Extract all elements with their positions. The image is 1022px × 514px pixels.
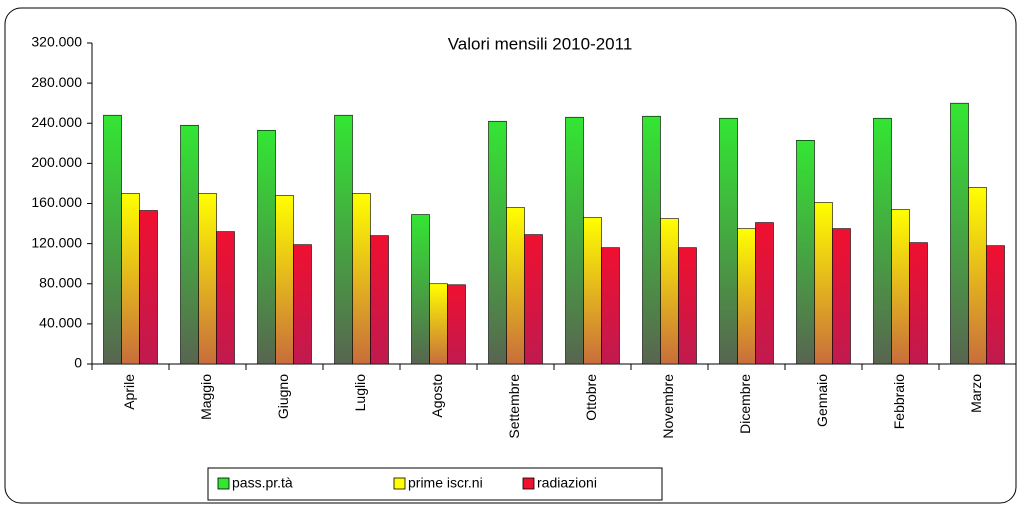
y-tick-label: 280.000 (31, 74, 82, 90)
bar (334, 114, 353, 365)
bar (796, 140, 815, 365)
legend-label: radiazioni (537, 475, 597, 491)
bar (275, 195, 294, 365)
y-tick-label: 40.000 (39, 315, 82, 331)
bar (968, 187, 987, 365)
bar (180, 124, 199, 365)
y-tick-label: 120.000 (31, 234, 82, 250)
bar (642, 115, 661, 365)
bar (814, 202, 833, 365)
bar (103, 114, 122, 365)
y-tick-label: 0 (74, 355, 82, 371)
bar (216, 231, 235, 365)
bar (660, 218, 679, 365)
chart-title: Valori mensili 2010-2011 (448, 34, 633, 53)
x-tick-label: Agosto (429, 374, 445, 418)
bar (950, 102, 969, 365)
bar (873, 117, 892, 365)
bar (198, 193, 217, 365)
bar (601, 247, 620, 365)
x-tick-label: Aprile (121, 374, 137, 410)
x-tick-label: Maggio (198, 374, 214, 420)
legend-swatch (522, 477, 535, 490)
x-tick-label: Ottobre (583, 374, 599, 421)
x-tick-label: Novembre (660, 374, 676, 439)
bar (447, 284, 466, 365)
y-tick-label: 240.000 (31, 114, 82, 130)
x-tick-label: Dicembre (737, 374, 753, 434)
bar (678, 247, 697, 365)
bar (121, 193, 140, 365)
legend-swatch (217, 477, 230, 490)
bar (488, 120, 507, 365)
x-tick-label: Febbraio (891, 374, 907, 429)
y-tick-label: 320.000 (31, 34, 82, 50)
bar (293, 244, 312, 365)
x-tick-label: Settembre (506, 374, 522, 439)
bar (429, 283, 448, 365)
y-tick-label: 200.000 (31, 154, 82, 170)
x-tick-label: Giugno (275, 374, 291, 419)
bar (524, 234, 543, 365)
bar (411, 214, 430, 365)
legend-label: pass.pr.tà (232, 475, 293, 491)
x-tick-label: Luglio (352, 374, 368, 412)
bar (719, 117, 738, 365)
bar (909, 242, 928, 365)
bar (565, 116, 584, 365)
bar (257, 129, 276, 365)
bar (755, 222, 774, 365)
bar (986, 245, 1005, 365)
bar (139, 210, 158, 365)
bar (583, 217, 602, 365)
y-tick-label: 160.000 (31, 194, 82, 210)
bar (891, 209, 910, 365)
bar (506, 207, 525, 365)
bar (352, 193, 371, 365)
x-tick-label: Gennaio (814, 374, 830, 427)
bar (832, 228, 851, 365)
bar (737, 228, 756, 365)
bar (370, 235, 389, 365)
legend (207, 467, 663, 501)
legend-swatch (393, 477, 406, 490)
x-tick-label: Marzo (968, 374, 984, 413)
legend-label: prime iscr.ni (408, 475, 483, 491)
y-tick-label: 80.000 (39, 274, 82, 290)
